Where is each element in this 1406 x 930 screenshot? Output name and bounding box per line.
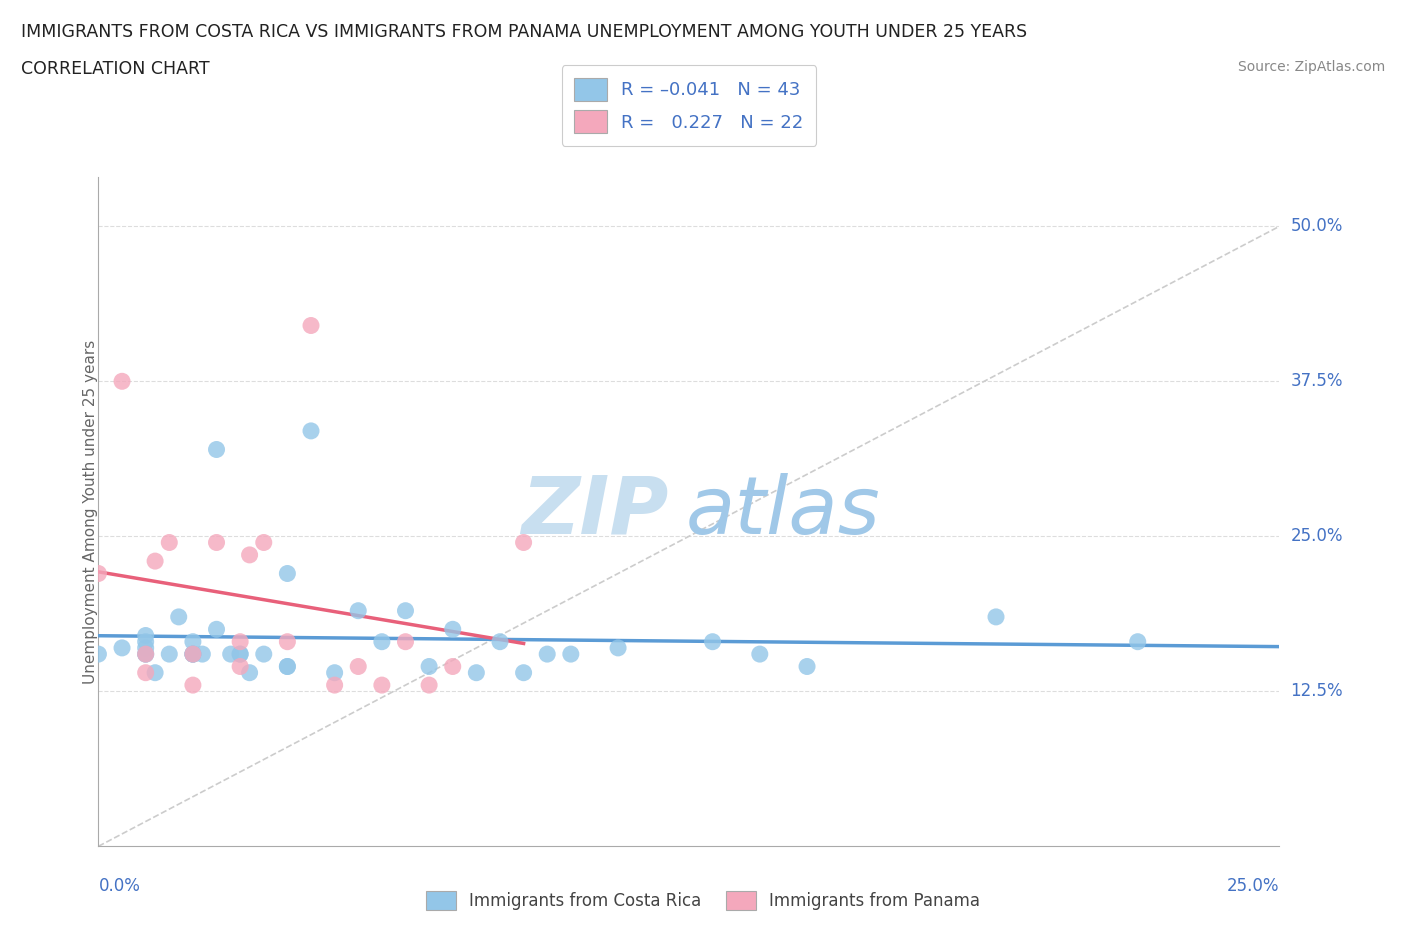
Point: [984, 609, 1007, 624]
Point: [143, 553, 166, 568]
Point: [299, 318, 322, 333]
Legend: Immigrants from Costa Rica, Immigrants from Panama: Immigrants from Costa Rica, Immigrants f…: [419, 884, 987, 917]
Point: [157, 535, 180, 550]
Point: [135, 634, 157, 649]
Point: [371, 678, 394, 693]
Point: [796, 659, 818, 674]
Text: CORRELATION CHART: CORRELATION CHART: [21, 60, 209, 78]
Point: [229, 659, 252, 674]
Point: [702, 634, 724, 649]
Point: [181, 646, 204, 661]
Point: [299, 423, 322, 438]
Y-axis label: Unemployment Among Youth under 25 years: Unemployment Among Youth under 25 years: [83, 339, 97, 684]
Point: [229, 634, 252, 649]
Point: [418, 678, 440, 693]
Text: Source: ZipAtlas.com: Source: ZipAtlas.com: [1237, 60, 1385, 74]
Point: [276, 634, 298, 649]
Point: [181, 634, 204, 649]
Point: [441, 659, 464, 674]
Point: [418, 659, 440, 674]
Point: [111, 374, 134, 389]
Point: [181, 646, 204, 661]
Point: [512, 665, 534, 680]
Point: [253, 535, 276, 550]
Point: [441, 622, 464, 637]
Point: [347, 659, 370, 674]
Point: [143, 665, 166, 680]
Point: [239, 665, 262, 680]
Point: [1126, 634, 1149, 649]
Point: [181, 678, 204, 693]
Point: [253, 646, 276, 661]
Point: [135, 646, 157, 661]
Point: [191, 646, 214, 661]
Point: [229, 646, 252, 661]
Point: [135, 646, 157, 661]
Point: [239, 548, 262, 563]
Point: [205, 622, 228, 637]
Point: [87, 566, 110, 581]
Point: [276, 659, 298, 674]
Point: [394, 634, 416, 649]
Point: [219, 646, 242, 661]
Text: 37.5%: 37.5%: [1291, 372, 1343, 391]
Point: [135, 628, 157, 643]
Text: ZIP: ZIP: [520, 472, 668, 551]
Text: 50.0%: 50.0%: [1291, 218, 1343, 235]
Point: [205, 535, 228, 550]
Point: [536, 646, 558, 661]
Point: [607, 641, 630, 656]
Point: [748, 646, 770, 661]
Point: [135, 641, 157, 656]
Text: 25.0%: 25.0%: [1291, 527, 1343, 545]
Point: [323, 678, 346, 693]
Point: [276, 659, 298, 674]
Point: [157, 646, 180, 661]
Point: [347, 604, 370, 618]
Text: 12.5%: 12.5%: [1291, 683, 1343, 700]
Text: 25.0%: 25.0%: [1227, 877, 1279, 895]
Point: [111, 641, 134, 656]
Text: IMMIGRANTS FROM COSTA RICA VS IMMIGRANTS FROM PANAMA UNEMPLOYMENT AMONG YOUTH UN: IMMIGRANTS FROM COSTA RICA VS IMMIGRANTS…: [21, 23, 1028, 41]
Text: atlas: atlas: [686, 472, 880, 551]
Point: [229, 646, 252, 661]
Point: [87, 646, 110, 661]
Point: [135, 665, 157, 680]
Point: [181, 646, 204, 661]
Point: [489, 634, 512, 649]
Point: [465, 665, 488, 680]
Point: [560, 646, 582, 661]
Point: [371, 634, 394, 649]
Point: [181, 646, 204, 661]
Point: [205, 442, 228, 457]
Point: [167, 609, 190, 624]
Point: [323, 665, 346, 680]
Point: [512, 535, 534, 550]
Point: [394, 604, 416, 618]
Point: [135, 646, 157, 661]
Legend: R = –0.041   N = 43, R =   0.227   N = 22: R = –0.041 N = 43, R = 0.227 N = 22: [562, 65, 815, 146]
Text: 0.0%: 0.0%: [98, 877, 141, 895]
Point: [276, 566, 298, 581]
